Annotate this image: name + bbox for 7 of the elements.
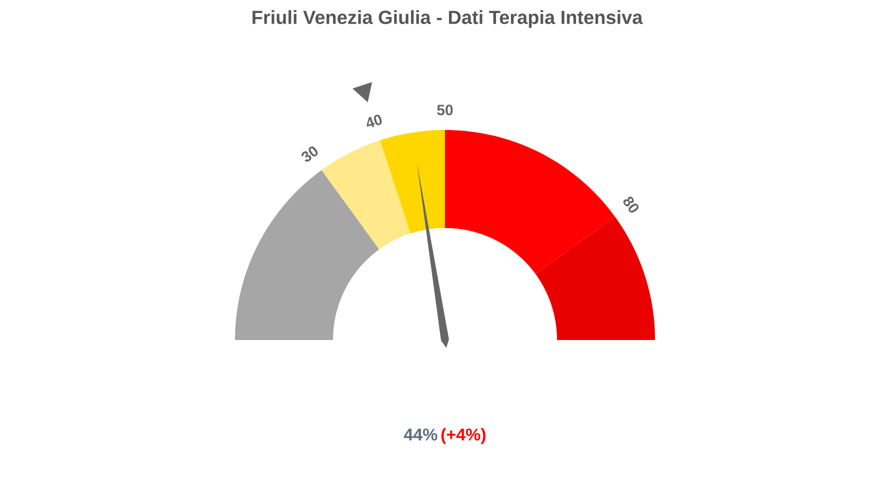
slice-label: 30 <box>302 146 318 162</box>
text: 44% <box>404 428 438 441</box>
slice-label: 40 <box>366 114 382 128</box>
text: (+4%) <box>441 428 486 444</box>
slice-label: 80 <box>623 196 639 213</box>
chart-title: Friuli Venezia Giulia - Dati Terapia Intensiva <box>252 10 643 28</box>
slice-label: 50 <box>437 104 453 116</box>
